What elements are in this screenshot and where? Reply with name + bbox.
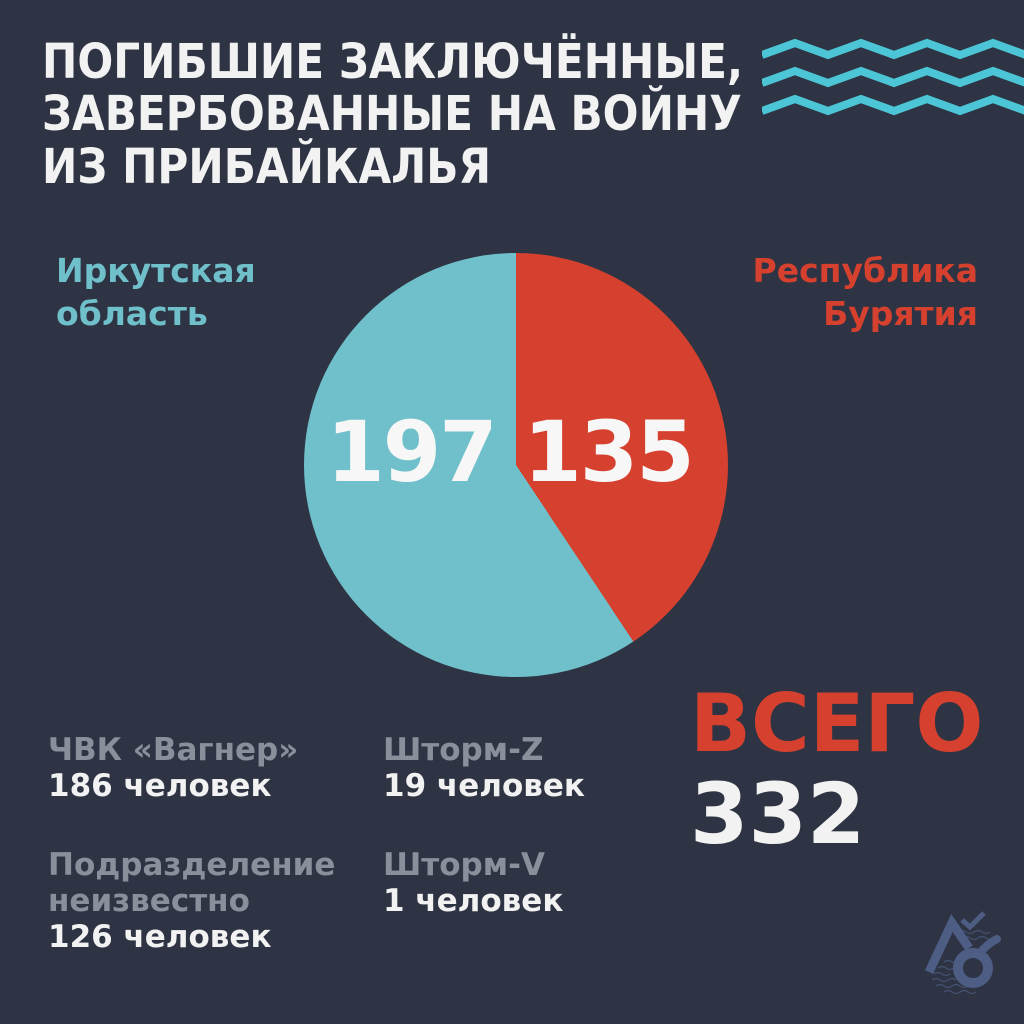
stat-item-unit-unknown: Подразделение неизвестно 126 человек xyxy=(48,847,383,956)
pie-label-irkutsk: Иркутская область xyxy=(56,251,256,333)
lyudi-baikala-logo xyxy=(924,911,1001,995)
pie-chart xyxy=(304,253,728,677)
stat-item-wagner: ЧВК «Вагнер» 186 человек xyxy=(48,732,383,805)
stat-label: Подразделение неизвестно xyxy=(48,846,336,919)
pie-value-irkutsk: 197 xyxy=(326,403,497,501)
stat-value: 186 человек xyxy=(48,768,272,805)
stat-item-storm-z: Шторм-Z 19 человек xyxy=(383,732,688,805)
title-line-1: ПОГИБШИЕ ЗАКЛЮЧЁННЫЕ, xyxy=(42,34,744,90)
stat-value: 19 человек xyxy=(383,768,585,805)
stat-label: ЧВК «Вагнер» xyxy=(48,732,299,768)
stat-value: 1 человек xyxy=(383,882,564,919)
pie-value-buryatia: 135 xyxy=(523,403,694,501)
breakdown-stats: ЧВК «Вагнер» 186 человек Шторм-Z 19 чело… xyxy=(48,732,688,955)
stat-label: Шторм-V xyxy=(383,846,545,883)
stat-item-storm-v: Шторм-V 1 человек xyxy=(383,847,688,956)
total-block: ВСЕГО 332 xyxy=(690,677,984,863)
total-value: 332 xyxy=(690,765,866,863)
waves-icon xyxy=(762,38,1024,116)
stat-value: 126 человек xyxy=(48,919,272,956)
stat-label: Шторм-Z xyxy=(383,732,544,768)
total-label: ВСЕГО xyxy=(690,677,984,770)
page-title: ПОГИБШИЕ ЗАКЛЮЧЁННЫЕ, ЗАВЕРБОВАННЫЕ НА В… xyxy=(42,36,743,193)
title-line-3: ИЗ ПРИБАЙКАЛЬЯ xyxy=(42,138,491,195)
pie-label-buryatia: Республика Бурятия xyxy=(752,251,978,333)
title-line-2: ЗАВЕРБОВАННЫЕ НА ВОЙНУ xyxy=(42,86,742,143)
